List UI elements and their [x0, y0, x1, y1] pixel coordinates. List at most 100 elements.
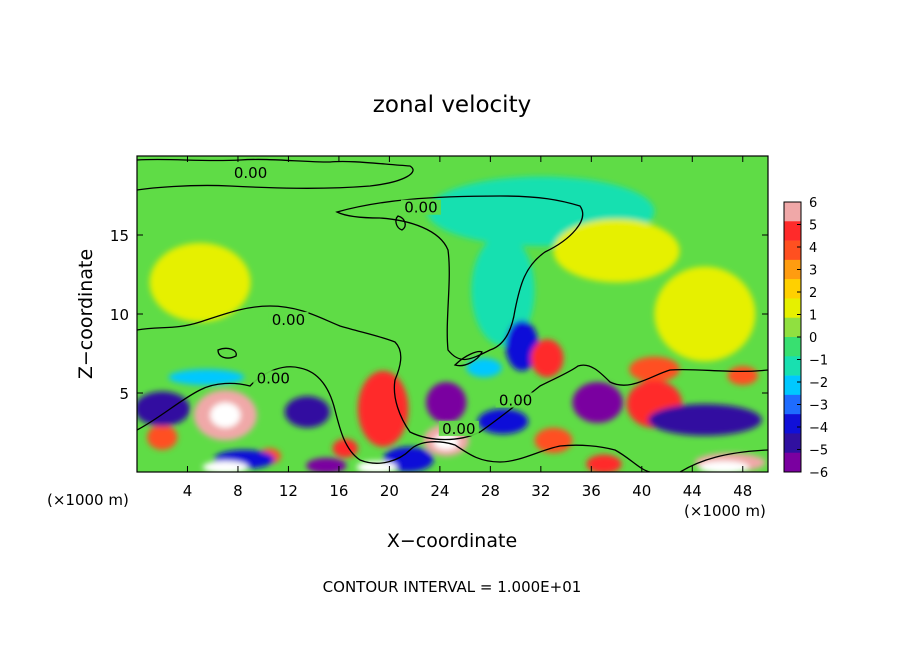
x-unit-right: (×1000 m) — [684, 502, 766, 520]
colorbar-label: −1 — [809, 354, 828, 369]
contour-top — [137, 158, 414, 191]
field-feature — [202, 460, 249, 472]
field-feature — [149, 242, 251, 322]
x-tick-label: 4 — [183, 482, 193, 500]
contour-label-bg — [495, 392, 536, 408]
colorbar: 6 5 4 3 2 1 0 −1 −2 −3 −4 −5 −6 — [783, 196, 828, 481]
chart-title: zonal velocity — [373, 92, 531, 118]
field-feature — [477, 408, 529, 435]
colorbar-label: −2 — [809, 376, 828, 391]
x-tick-label: 28 — [481, 482, 500, 500]
colorbar-label: −5 — [809, 444, 828, 459]
contour-label-bg — [400, 199, 441, 215]
colorbar-label: −6 — [809, 466, 828, 481]
y-tick-label: 5 — [119, 385, 129, 403]
field-feature — [137, 391, 190, 427]
contour-label: 0.00 — [499, 391, 532, 409]
field-feature — [168, 369, 245, 386]
colorbar-label: 1 — [809, 309, 817, 324]
contour-label-bg — [230, 164, 271, 180]
field-feature — [698, 460, 750, 472]
y-tick-label: 10 — [110, 306, 129, 324]
contour-mid-right-blob — [453, 350, 483, 367]
contour-mid — [137, 305, 768, 441]
field-feature — [534, 427, 573, 454]
x-tick-label: 48 — [733, 482, 752, 500]
x-tick-label: 32 — [531, 482, 550, 500]
colorbar-label: −3 — [809, 399, 828, 414]
zero-contours — [137, 158, 768, 472]
colorbar-swatch — [784, 259, 801, 280]
field-feature — [629, 356, 680, 382]
colorbar-swatch — [784, 452, 801, 473]
contour-label-bg — [438, 420, 479, 436]
field-feature — [471, 234, 535, 346]
contour-label: 0.00 — [404, 199, 437, 217]
field-feature — [466, 358, 502, 378]
field-feature — [284, 396, 331, 428]
x-tick-label: 20 — [380, 482, 399, 500]
colorbar-swatch — [784, 221, 801, 241]
field-feature — [530, 339, 564, 378]
colorbar-swatch — [784, 414, 801, 434]
contour-left-blob — [217, 347, 237, 359]
colorbar-swatch — [784, 317, 801, 338]
field-feature — [356, 460, 397, 472]
colorbar-swatch — [784, 433, 801, 454]
contour-upper-lobe — [335, 195, 584, 361]
x-unit-left: (×1000 m) — [47, 491, 129, 509]
x-tick-label: 12 — [279, 482, 298, 500]
contour-label: 0.00 — [234, 164, 267, 182]
x-tick-label: 36 — [582, 482, 601, 500]
x-axis-ticks: 4 8 12 16 20 24 28 32 36 40 44 48 — [183, 156, 752, 500]
colorbar-swatch — [784, 375, 801, 396]
colorbar-swatch — [784, 356, 801, 376]
field-feature — [433, 434, 459, 450]
contour-label-group: 0.00 0.00 0.00 0.00 0.00 0.00 — [230, 164, 536, 438]
colorbar-label: −4 — [809, 421, 828, 436]
plot-area: 0.00 0.00 0.00 0.00 0.00 0.00 — [136, 155, 769, 473]
field-feature — [654, 266, 756, 362]
field-feature — [648, 404, 762, 436]
colorbar-swatch — [784, 202, 801, 222]
x-tick-label: 44 — [683, 482, 702, 500]
contour-label: 0.00 — [442, 420, 475, 438]
y-axis-ticks: 5 10 15 — [110, 227, 768, 403]
x-tick-label: 40 — [632, 482, 651, 500]
x-axis-label: X−coordinate — [387, 530, 517, 552]
contour-small-loop — [395, 215, 406, 231]
contour-lower — [137, 366, 651, 472]
colorbar-label: 0 — [809, 331, 817, 346]
contour-label-bg — [268, 311, 309, 327]
field-feature — [425, 381, 467, 424]
field-feature — [553, 219, 680, 283]
colorbar-swatch — [784, 298, 801, 319]
field-feature — [306, 457, 347, 472]
colorbar-swatch — [784, 337, 801, 357]
velocity-field — [137, 176, 766, 472]
colorbar-swatch — [784, 279, 801, 299]
field-feature — [210, 402, 241, 428]
colorbar-swatch — [784, 240, 801, 261]
colorbar-label: 2 — [809, 286, 817, 301]
contour-label-bg — [253, 370, 294, 386]
colorbar-label: 5 — [809, 219, 817, 234]
contour-label: 0.00 — [272, 311, 305, 329]
contour-label: 0.00 — [257, 369, 290, 387]
field-feature — [505, 320, 539, 371]
x-tick-label: 24 — [430, 482, 449, 500]
colorbar-label: 3 — [809, 264, 817, 279]
colorbar-label: 4 — [809, 241, 817, 256]
colorbar-swatch — [784, 394, 801, 415]
contour-interval-note: CONTOUR INTERVAL = 1.000E+01 — [323, 578, 582, 596]
field-feature — [586, 454, 622, 472]
contour-bottom-right — [679, 449, 768, 472]
x-tick-label: 16 — [329, 482, 348, 500]
colorbar-label: 6 — [809, 196, 817, 211]
field-feature — [147, 424, 178, 450]
field-feature — [357, 370, 409, 447]
field-feature — [727, 366, 758, 386]
field-feature — [572, 381, 623, 424]
y-axis-label: Z−coordinate — [75, 249, 97, 379]
